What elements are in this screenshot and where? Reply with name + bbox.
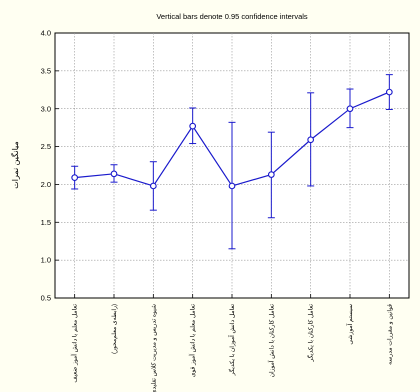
mean-point	[189, 122, 197, 130]
mean-point	[307, 136, 315, 144]
x-tick-label: تعامل دانش آموزان با یکدیگر	[228, 304, 236, 377]
mean-point	[71, 174, 79, 181]
x-tick-label: سیستم آموزشی	[346, 304, 354, 345]
y-tick-label: 1.5	[41, 218, 51, 227]
mean-point	[267, 171, 275, 178]
y-tick-label: 3.5	[41, 66, 51, 75]
mean-point	[228, 182, 236, 190]
x-tick-label: تعامل کارکنان با یکدیگر	[307, 304, 315, 363]
y-tick-label: 3.0	[41, 104, 51, 113]
y-axis-label: میانگین نمرات	[10, 141, 20, 189]
mean-point	[110, 170, 118, 178]
x-tick-label: تعامل معلم با دانش آموز ضعیف	[71, 304, 79, 383]
y-tick-label: 4.0	[41, 29, 51, 38]
y-tick-label: 0.5	[41, 294, 51, 303]
y-tick-label: 1.0	[41, 256, 51, 265]
y-axis: 0.5 1.0 1.5 2.0 2.5 3.0 3.5 4.0	[41, 29, 59, 303]
mean-point	[385, 88, 393, 96]
series-means	[71, 74, 393, 250]
x-tick-label: تعامل کارکنان با دانش آموزان	[267, 304, 275, 378]
x-tick-label: قوانین و مقررات مدرسه	[386, 304, 393, 365]
x-axis: تعامل معلم با دانش آموز ضعیف (رابطه‌ی معل…	[71, 294, 393, 392]
y-tick-label: 2.5	[41, 142, 51, 151]
x-tick-label: شیوه تدریس و مدیریت کلاس تقلیدی	[150, 304, 157, 392]
mean-point	[149, 182, 157, 190]
y-tick-label: 2.0	[41, 180, 51, 189]
x-tick-label: تعامل معلم با دانش آموز قوی	[189, 304, 197, 378]
chart-title: Vertical bars denote 0.95 confidence int…	[156, 12, 308, 21]
x-tick-label: (رابطه‌ی معلم‌محور)	[111, 304, 118, 354]
mean-point	[346, 105, 354, 113]
